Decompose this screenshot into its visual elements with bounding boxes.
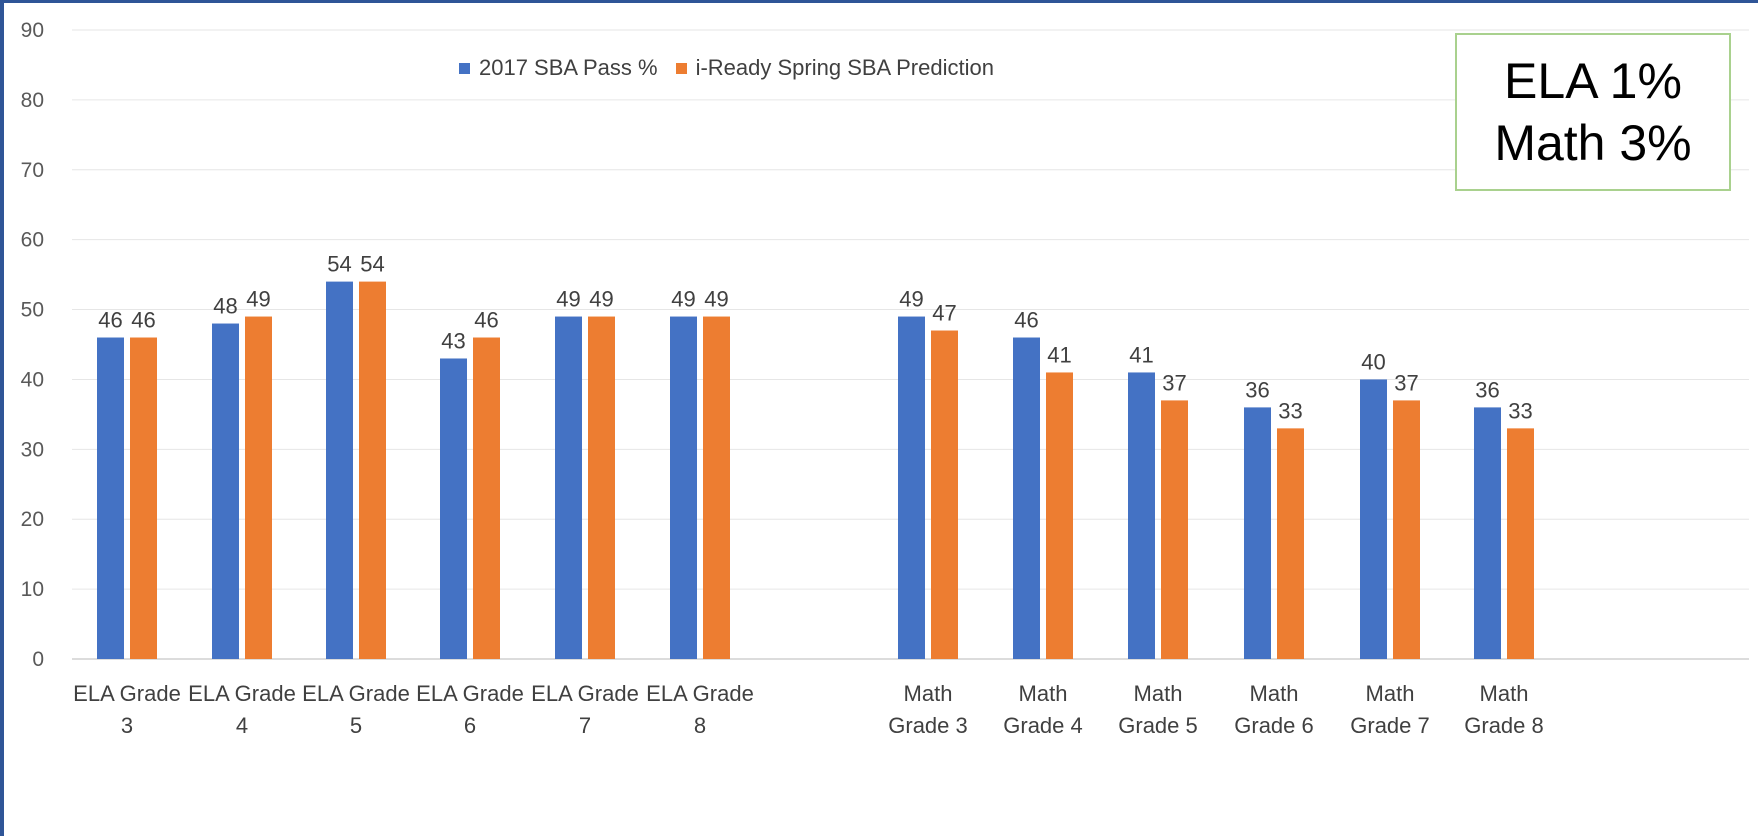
bar-s1-6 xyxy=(670,316,697,659)
category-label-11-line1: Math xyxy=(1366,681,1415,706)
category-label-12-line1: Math xyxy=(1480,681,1529,706)
y-axis-ticks: 0 10 20 30 40 50 60 70 80 90 xyxy=(21,19,44,671)
data-label-s1-10: 36 xyxy=(1245,377,1269,402)
data-label-s1-9: 41 xyxy=(1129,342,1153,367)
data-label-s2-5: 49 xyxy=(589,287,613,312)
category-label-5-line1: ELA Grade xyxy=(531,681,639,706)
data-label-s1-5: 49 xyxy=(556,287,580,312)
data-label-s1-7: 49 xyxy=(899,287,923,312)
category-label-4-line2: 6 xyxy=(464,713,476,738)
bar-s1-10 xyxy=(1244,407,1271,659)
bar-s2-7 xyxy=(931,330,958,659)
category-label-1-line1: ELA Grade xyxy=(73,681,181,706)
category-label-10-line2: Grade 6 xyxy=(1234,713,1314,738)
category-label-2-line2: 4 xyxy=(236,713,248,738)
bar-s1-1 xyxy=(97,337,124,659)
bar-s2-6 xyxy=(703,316,730,659)
y-tick-label-80: 80 xyxy=(21,89,44,112)
category-label-1-line2: 3 xyxy=(121,713,133,738)
legend-label-sba: 2017 SBA Pass % xyxy=(479,55,658,80)
bar-s2-4 xyxy=(473,337,500,659)
category-label-11-line2: Grade 7 xyxy=(1350,713,1430,738)
bar-s1-8 xyxy=(1013,337,1040,659)
y-tick-label-90: 90 xyxy=(21,19,44,42)
category-label-8-line2: Grade 4 xyxy=(1003,713,1083,738)
data-label-s2-1: 46 xyxy=(131,308,155,333)
data-label-s1-8: 46 xyxy=(1014,308,1038,333)
bar-s1-12 xyxy=(1474,407,1501,659)
bar-s2-12 xyxy=(1507,428,1534,659)
data-label-s2-3: 54 xyxy=(360,252,384,277)
category-label-5-line2: 7 xyxy=(579,713,591,738)
bar-s1-2 xyxy=(212,323,239,659)
data-label-s1-3: 54 xyxy=(327,252,351,277)
summary-note-box: ELA 1% Math 3% xyxy=(1455,33,1731,191)
y-tick-label-60: 60 xyxy=(21,229,44,252)
category-label-2-line1: ELA Grade xyxy=(188,681,296,706)
data-label-s2-2: 49 xyxy=(246,287,270,312)
bar-s2-8 xyxy=(1046,372,1073,659)
data-label-s2-11: 37 xyxy=(1394,370,1418,395)
data-label-s2-7: 47 xyxy=(932,301,956,326)
bar-s2-5 xyxy=(588,316,615,659)
data-label-s2-6: 49 xyxy=(704,287,728,312)
data-label-s2-12: 33 xyxy=(1508,398,1532,423)
bar-s2-9 xyxy=(1161,400,1188,659)
legend-label-iready: i-Ready Spring SBA Prediction xyxy=(695,55,994,80)
bar-s2-2 xyxy=(245,316,272,659)
y-tick-label-40: 40 xyxy=(21,368,44,391)
category-label-4-line1: ELA Grade xyxy=(416,681,524,706)
data-label-s1-1: 46 xyxy=(98,308,122,333)
category-label-9-line1: Math xyxy=(1134,681,1183,706)
bar-s2-1 xyxy=(130,337,157,659)
category-label-9-line2: Grade 5 xyxy=(1118,713,1198,738)
bar-s1-3 xyxy=(326,281,353,659)
category-label-8-line1: Math xyxy=(1019,681,1068,706)
data-label-s1-2: 48 xyxy=(213,294,237,319)
category-label-12-line2: Grade 8 xyxy=(1464,713,1544,738)
note-math: Math 3% xyxy=(1494,115,1692,171)
legend-item-sba: 2017 SBA Pass % xyxy=(459,55,658,81)
category-labels: ELA Grade 3 ELA Grade 4 ELA Grade 5 ELA Grade 6… xyxy=(73,681,1544,738)
legend: 2017 SBA Pass % i-Ready Spring SBA Predi… xyxy=(459,55,994,81)
bar-s2-11 xyxy=(1393,400,1420,659)
legend-swatch-sba xyxy=(459,62,470,74)
data-label-s1-4: 43 xyxy=(441,328,465,353)
category-label-6-line2: 8 xyxy=(694,713,706,738)
y-tick-label-70: 70 xyxy=(21,159,44,182)
data-label-s2-10: 33 xyxy=(1278,398,1302,423)
category-label-3-line2: 5 xyxy=(350,713,362,738)
y-tick-label-0: 0 xyxy=(32,648,44,671)
y-tick-label-10: 10 xyxy=(21,578,44,601)
category-label-6-line1: ELA Grade xyxy=(646,681,754,706)
category-label-3-line1: ELA Grade xyxy=(302,681,410,706)
bar-s1-5 xyxy=(555,316,582,659)
data-label-s2-4: 46 xyxy=(474,308,498,333)
bars xyxy=(97,281,1534,659)
bar-s1-9 xyxy=(1128,372,1155,659)
bar-s2-3 xyxy=(359,281,386,659)
data-label-s1-12: 36 xyxy=(1475,377,1499,402)
legend-swatch-iready xyxy=(675,62,687,74)
category-label-10-line1: Math xyxy=(1250,681,1299,706)
bar-s1-7 xyxy=(898,316,925,659)
data-labels: 46 48 54 43 49 49 49 46 41 36 40 36 46 49 54 46 49 49 47 41… xyxy=(98,252,1532,424)
legend-item-iready: i-Ready Spring SBA Prediction xyxy=(675,55,994,81)
y-tick-label-30: 30 xyxy=(21,438,44,461)
category-label-7-line1: Math xyxy=(904,681,953,706)
data-label-s1-6: 49 xyxy=(671,287,695,312)
y-tick-label-50: 50 xyxy=(21,299,44,322)
category-label-7-line2: Grade 3 xyxy=(888,713,968,738)
bar-s1-4 xyxy=(440,358,467,659)
note-ela: ELA 1% xyxy=(1504,53,1682,109)
data-label-s2-8: 41 xyxy=(1047,342,1071,367)
data-label-s1-11: 40 xyxy=(1361,349,1385,374)
data-label-s2-9: 37 xyxy=(1162,370,1186,395)
y-tick-label-20: 20 xyxy=(21,508,44,531)
bar-s2-10 xyxy=(1277,428,1304,659)
bar-s1-11 xyxy=(1360,379,1387,659)
